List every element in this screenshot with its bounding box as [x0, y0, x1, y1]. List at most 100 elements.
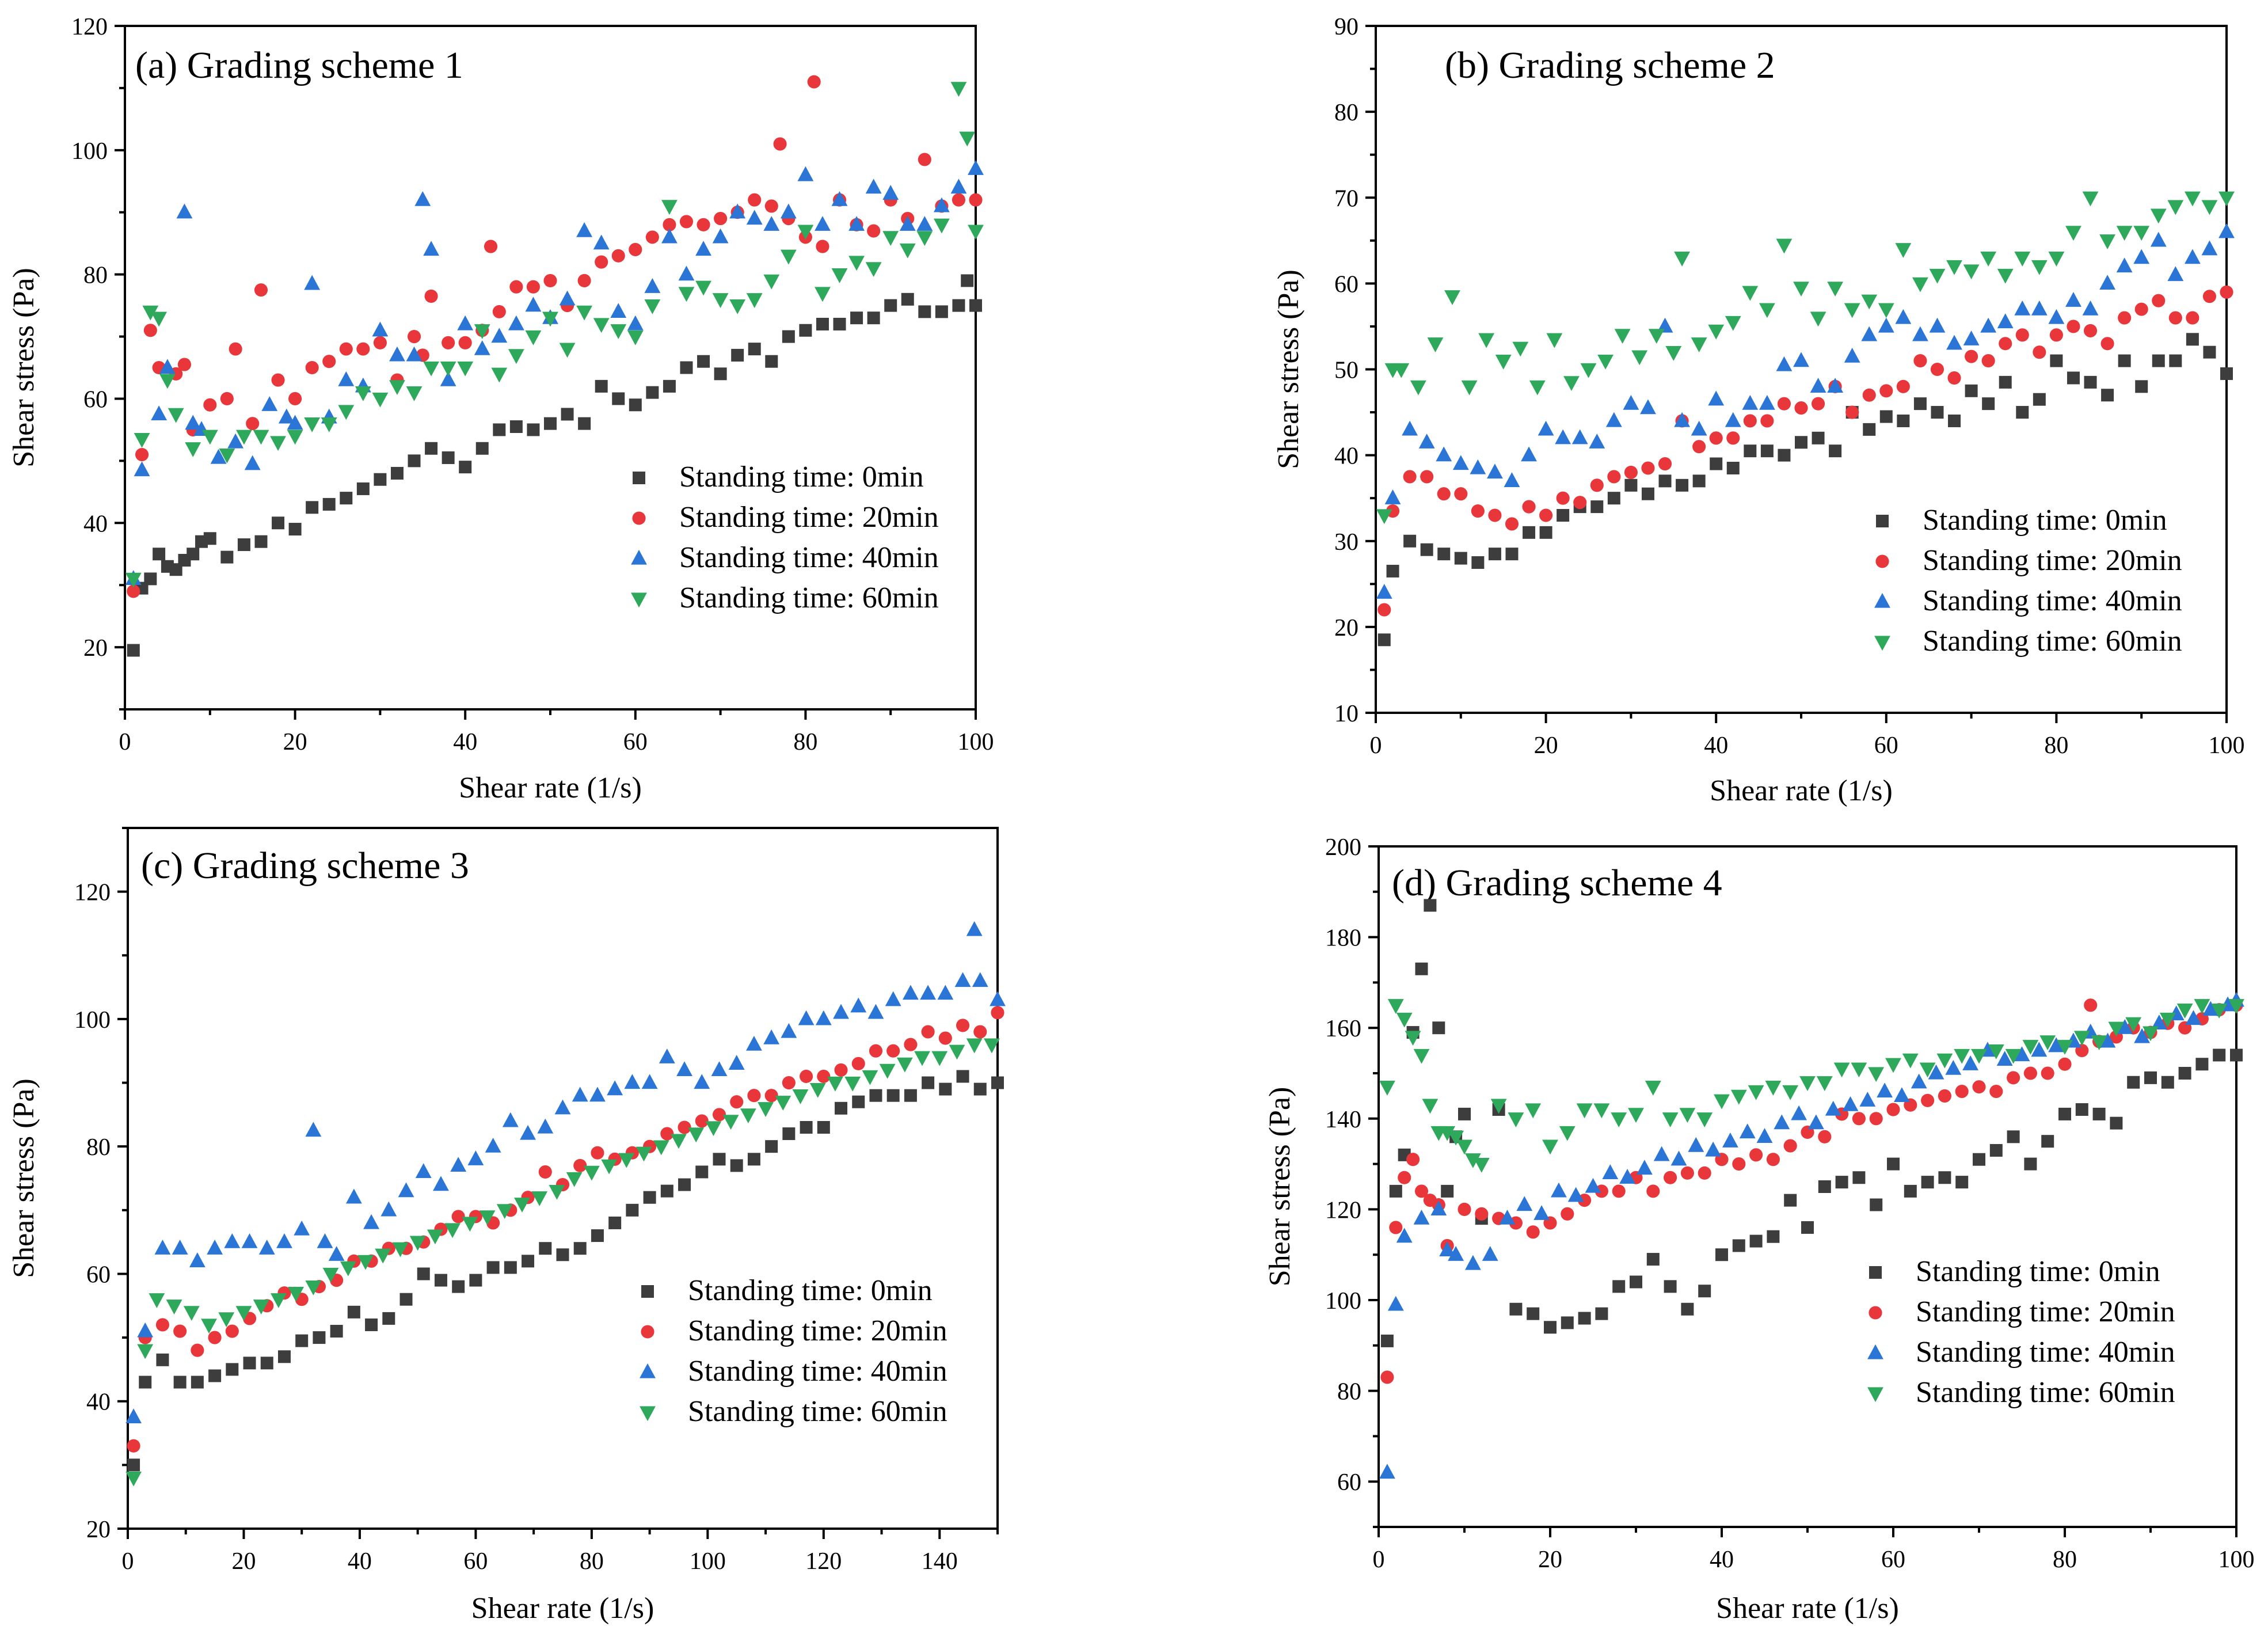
data-point [527, 423, 540, 436]
data-point [1726, 431, 1740, 445]
data-point [2100, 337, 2114, 351]
legend-label: Standing time: 0min [1916, 1255, 2160, 1288]
data-point [1448, 1246, 1464, 1261]
data-point [2014, 252, 2031, 267]
data-point [688, 1127, 705, 1143]
data-points [1379, 899, 2244, 1479]
data-point [679, 215, 694, 229]
data-point [365, 1318, 378, 1331]
data-point [2048, 1037, 2065, 1053]
data-point [1879, 384, 1893, 398]
data-point [159, 359, 176, 374]
legend: Standing time: 0min Standing time: 20min S… [631, 461, 939, 614]
data-point [899, 243, 916, 259]
data-point [1427, 337, 1444, 352]
y-tick-label: 80 [83, 263, 108, 289]
data-point [729, 203, 746, 219]
x-tick-label: 0 [119, 729, 131, 755]
data-point [1863, 423, 1876, 436]
data-point [748, 343, 761, 356]
data-point [583, 1165, 600, 1181]
data-point [1605, 412, 1622, 427]
data-point [763, 216, 780, 231]
data-point [1521, 446, 1537, 462]
data-point [815, 1010, 832, 1025]
data-point [959, 131, 976, 147]
data-point [306, 501, 319, 514]
data-point [423, 241, 439, 256]
y-tick-label: 60 [1334, 271, 1358, 298]
x-tick-label: 20 [1538, 1547, 1562, 1573]
panel-title: (d) Grading scheme 4 [1392, 862, 1722, 904]
data-point [224, 1233, 241, 1248]
x-axis-title: Shear rate (1/s) [1710, 774, 1893, 807]
y-tick-label: 120 [1325, 1197, 1361, 1224]
data-point [2110, 1116, 2123, 1130]
data-point [1389, 1184, 1402, 1198]
data-point [151, 311, 168, 327]
data-point [922, 1076, 935, 1089]
data-point [663, 218, 676, 231]
x-tick-label: 60 [623, 729, 648, 755]
data-point [1533, 1205, 1550, 1220]
data-point [153, 548, 166, 561]
data-point [243, 1357, 256, 1370]
data-point [201, 1319, 217, 1334]
data-point [191, 1343, 204, 1357]
data-point [549, 1185, 565, 1200]
data-point [1911, 1073, 1927, 1089]
data-point [172, 1240, 188, 1255]
data-point [1662, 1112, 1679, 1127]
data-point [968, 160, 984, 175]
data-point [969, 193, 983, 207]
data-point [2083, 324, 2098, 337]
data-point [1676, 478, 1689, 492]
data-point [127, 1458, 140, 1472]
data-point [2150, 208, 2167, 224]
data-point [1989, 1084, 2003, 1099]
data-point [1471, 504, 1485, 518]
data-point [1636, 1160, 1653, 1175]
data-point [935, 305, 948, 318]
data-point [1389, 1221, 1403, 1234]
data-point [539, 1242, 552, 1255]
data-point [1680, 1166, 1694, 1180]
data-point [2220, 285, 2233, 299]
data-point [2065, 226, 2081, 241]
data-point [1624, 465, 1638, 479]
y-tick-label: 60 [1337, 1469, 1361, 1496]
x-tick-label: 100 [690, 1548, 726, 1575]
data-point [398, 1182, 414, 1198]
data-point [746, 1035, 762, 1051]
data-point [1658, 457, 1672, 471]
data-point [608, 1216, 622, 1229]
legend-label: Standing time: 40min [1916, 1336, 2175, 1369]
data-point [1829, 444, 1842, 458]
data-point [201, 430, 218, 445]
data-point [380, 1201, 397, 1217]
legend-marker [1869, 1306, 1882, 1320]
data-point [800, 1120, 813, 1134]
data-point [561, 408, 574, 421]
data-point [902, 985, 919, 1000]
data-point [2201, 200, 2218, 215]
data-point [355, 386, 371, 401]
data-point [1379, 1464, 1395, 1479]
data-point [313, 1331, 326, 1344]
x-tick-label: 60 [1874, 732, 1898, 759]
data-point [1487, 463, 1503, 479]
data-point [1509, 1302, 1523, 1316]
data-point [278, 408, 295, 424]
data-point [711, 1061, 728, 1077]
data-point [2133, 226, 2150, 241]
x-axis-title: Shear rate (1/s) [471, 1592, 654, 1625]
data-point [1997, 268, 2014, 284]
x-axis-title: Shear rate (1/s) [459, 772, 642, 804]
data-point [287, 415, 303, 430]
data-point [807, 75, 821, 89]
data-point [2039, 1035, 2056, 1051]
data-point [1461, 380, 1478, 396]
data-point [134, 461, 150, 477]
data-point [452, 1280, 465, 1293]
data-point [514, 1198, 530, 1213]
